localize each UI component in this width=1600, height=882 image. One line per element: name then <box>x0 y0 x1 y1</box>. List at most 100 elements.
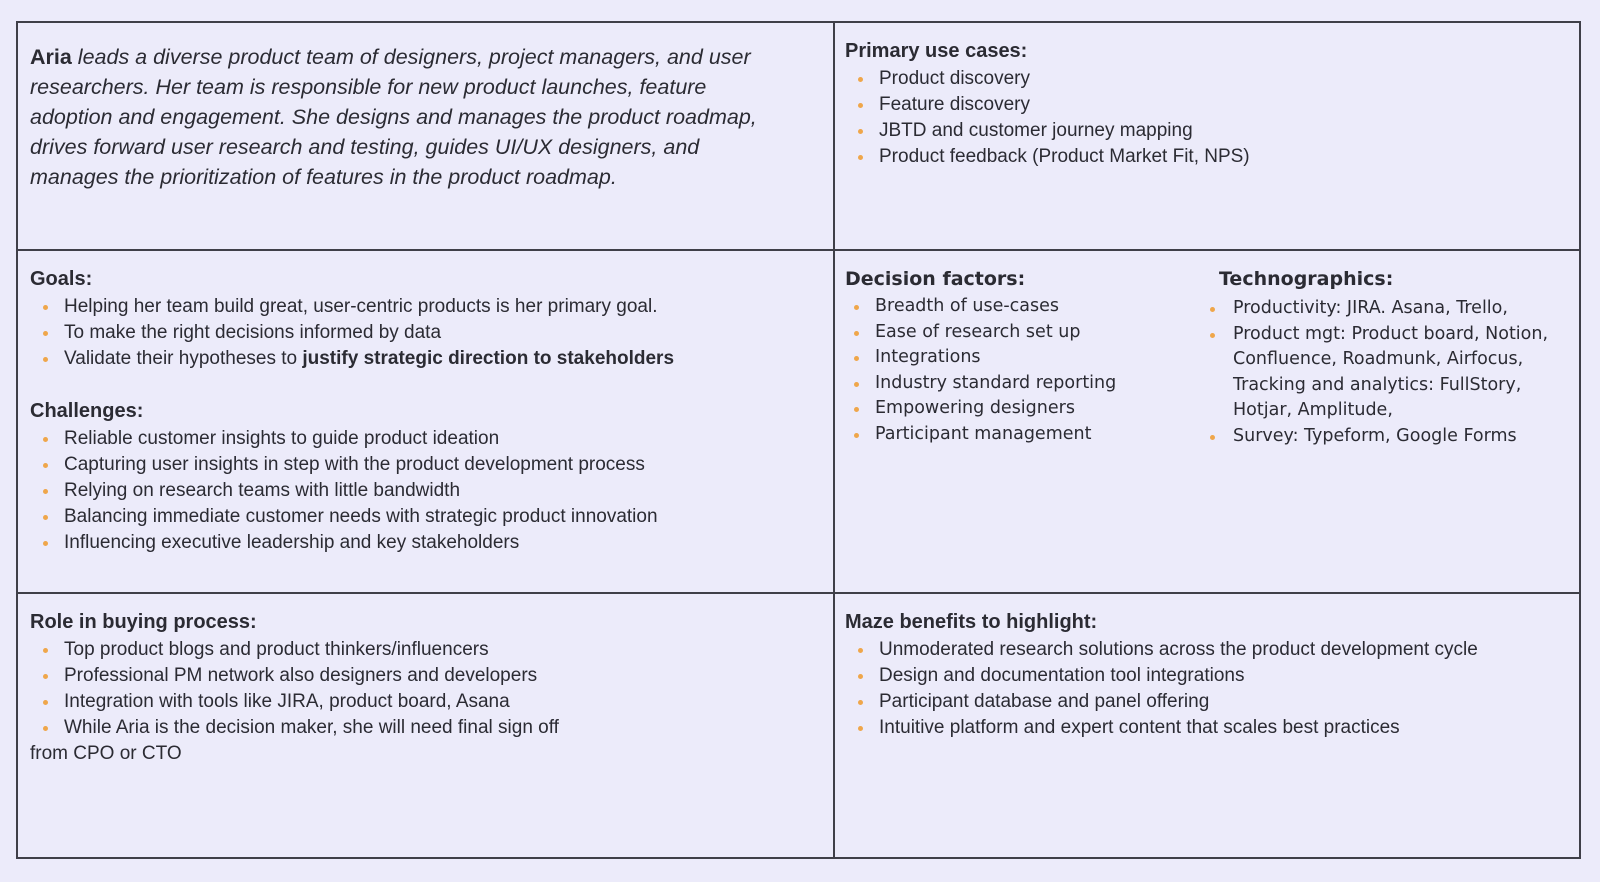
section-spacer <box>30 372 819 398</box>
bullet-icon <box>1210 307 1215 312</box>
persona-name: Aria <box>30 45 72 69</box>
bullet-icon <box>854 330 859 336</box>
role-in-buying-heading: Role in buying process: <box>30 611 257 633</box>
list-item: Helping her team build great, user-centr… <box>30 294 819 320</box>
decision-factors-list: Breadth of use-cases Ease of research se… <box>845 294 1197 447</box>
list-item: Survey: Typeform, Google Forms <box>1197 424 1559 450</box>
list-item-text: Reliable customer insights to guide prod… <box>64 428 500 449</box>
bullet-icon <box>1210 434 1215 440</box>
bullet-icon <box>43 489 48 494</box>
list-item-text: Relying on research teams with little ba… <box>64 480 461 501</box>
list-item: Ease of research set up <box>845 320 1197 346</box>
list-item-text: Empowering designers <box>875 398 1075 418</box>
bullet-icon <box>1210 332 1215 338</box>
list-item: Professional PM network also designers a… <box>30 663 819 689</box>
list-item: Product mgt: Product board, Notion, Conf… <box>1197 322 1559 424</box>
list-item: Balancing immediate customer needs with … <box>30 504 819 530</box>
list-item-text: Feature discovery <box>879 94 1031 115</box>
bullet-icon <box>43 700 48 705</box>
list-item: While Aria is the decision maker, she wi… <box>30 715 819 741</box>
bullet-icon <box>854 432 859 438</box>
list-item-text: Productivity: JIRA. Asana, Trello, <box>1233 298 1508 318</box>
list-item-text: While Aria is the decision maker, she wi… <box>64 717 559 738</box>
persona-table: Aria leads a diverse product team of des… <box>16 21 1581 859</box>
primary-use-cases-list: Product discovery Feature discovery JBTD… <box>845 66 1565 170</box>
maze-benefits-list: Unmoderated research solutions across th… <box>845 637 1519 741</box>
maze-benefits-cell: Maze benefits to highlight: Unmoderated … <box>833 592 1579 857</box>
bullet-icon <box>43 541 48 546</box>
intro-text: leads a diverse product team of designer… <box>30 45 757 189</box>
bullet-icon <box>43 437 48 442</box>
list-item-text: Industry standard reporting <box>875 372 1117 393</box>
bullet-icon <box>43 305 48 310</box>
list-item-text: Product discovery <box>879 68 1031 89</box>
list-item-text: Product mgt: Product board, Notion, Conf… <box>1233 323 1549 421</box>
bullet-icon <box>858 103 863 108</box>
list-item: Reliable customer insights to guide prod… <box>30 426 819 452</box>
intro-cell: Aria leads a diverse product team of des… <box>18 23 833 249</box>
challenges-list: Reliable customer insights to guide prod… <box>30 426 819 556</box>
bullet-icon <box>854 381 859 387</box>
bullet-icon <box>43 463 48 468</box>
list-item: Feature discovery <box>845 92 1565 118</box>
list-item-text: Balancing immediate customer needs with … <box>64 506 658 527</box>
list-item: Breadth of use-cases <box>845 294 1197 320</box>
list-item: Design and documentation tool integratio… <box>845 663 1519 689</box>
list-item-text: Integrations <box>875 347 981 367</box>
list-item-bold-text: justify strategic direction to stakehold… <box>302 348 675 369</box>
list-item: Unmoderated research solutions across th… <box>845 637 1519 663</box>
role-in-buying-cell: Role in buying process: Top product blog… <box>18 592 833 857</box>
bullet-icon <box>858 700 863 705</box>
list-item: Productivity: JIRA. Asana, Trello, <box>1197 296 1559 322</box>
list-item-text: Influencing executive leadership and key… <box>64 532 520 553</box>
bullet-icon <box>858 648 863 653</box>
list-item: Capturing user insights in step with the… <box>30 452 819 478</box>
list-item-text: Design and documentation tool integratio… <box>879 665 1245 686</box>
continuation-line: from CPO or CTO <box>30 743 182 764</box>
list-item: Intuitive platform and expert content th… <box>845 715 1519 741</box>
list-item-text: Capturing user insights in step with the… <box>64 454 645 475</box>
bullet-icon <box>43 331 48 336</box>
bullet-icon <box>858 155 863 160</box>
bullet-icon <box>43 515 48 520</box>
list-item-text: Professional PM network also designers a… <box>64 665 538 686</box>
bullet-icon <box>43 357 48 362</box>
list-item-text: Helping her team build great, user-centr… <box>64 296 658 317</box>
technographics-column: Technographics: Productivity: JIRA. Asan… <box>1197 266 1565 582</box>
list-item-text: Ease of research set up <box>875 321 1081 342</box>
list-item-text: Top product blogs and product thinkers/i… <box>64 639 489 660</box>
decision-factors-heading: Decision factors: <box>845 268 1026 290</box>
maze-benefits-heading: Maze benefits to highlight: <box>845 611 1098 633</box>
technographics-list: Productivity: JIRA. Asana, Trello, Produ… <box>1197 296 1559 449</box>
bullet-icon <box>858 77 863 82</box>
goals-heading: Goals: <box>30 268 93 290</box>
list-item-text: Unmoderated research solutions across th… <box>879 639 1478 660</box>
bullet-icon <box>854 407 859 412</box>
challenges-heading: Challenges: <box>30 400 144 422</box>
list-item-text: To make the right decisions informed by … <box>64 322 442 343</box>
list-item-text: Breadth of use-cases <box>875 296 1059 316</box>
technographics-heading: Technographics: <box>1219 268 1394 290</box>
decision-technographics-cell: Decision factors: Breadth of use-cases E… <box>833 249 1579 592</box>
list-item: Participant management <box>845 422 1197 448</box>
list-item: Validate their hypotheses to justify str… <box>30 346 819 372</box>
list-item: Empowering designers <box>845 396 1197 422</box>
list-item: Industry standard reporting <box>845 371 1197 397</box>
list-item: Relying on research teams with little ba… <box>30 478 819 504</box>
primary-use-cases-cell: Primary use cases: Product discovery Fea… <box>833 23 1579 249</box>
list-item: Participant database and panel offering <box>845 689 1519 715</box>
bullet-icon <box>858 726 863 731</box>
list-item-text: Participant database and panel offering <box>879 691 1210 712</box>
list-item-text: Validate their hypotheses to <box>64 348 303 369</box>
list-item-text: Integration with tools like JIRA, produc… <box>64 691 510 712</box>
list-item: Integration with tools like JIRA, produc… <box>30 689 819 715</box>
list-item: JBTD and customer journey mapping <box>845 118 1565 144</box>
bullet-icon <box>858 674 863 679</box>
list-item-text: Survey: Typeform, Google Forms <box>1233 425 1517 446</box>
role-in-buying-list: Top product blogs and product thinkers/i… <box>30 637 819 741</box>
bullet-icon <box>854 305 859 310</box>
list-item-text: Intuitive platform and expert content th… <box>879 717 1400 738</box>
list-item-text: JBTD and customer journey mapping <box>879 120 1193 141</box>
bullet-icon <box>43 648 48 653</box>
list-item-text: Participant management <box>875 423 1092 444</box>
